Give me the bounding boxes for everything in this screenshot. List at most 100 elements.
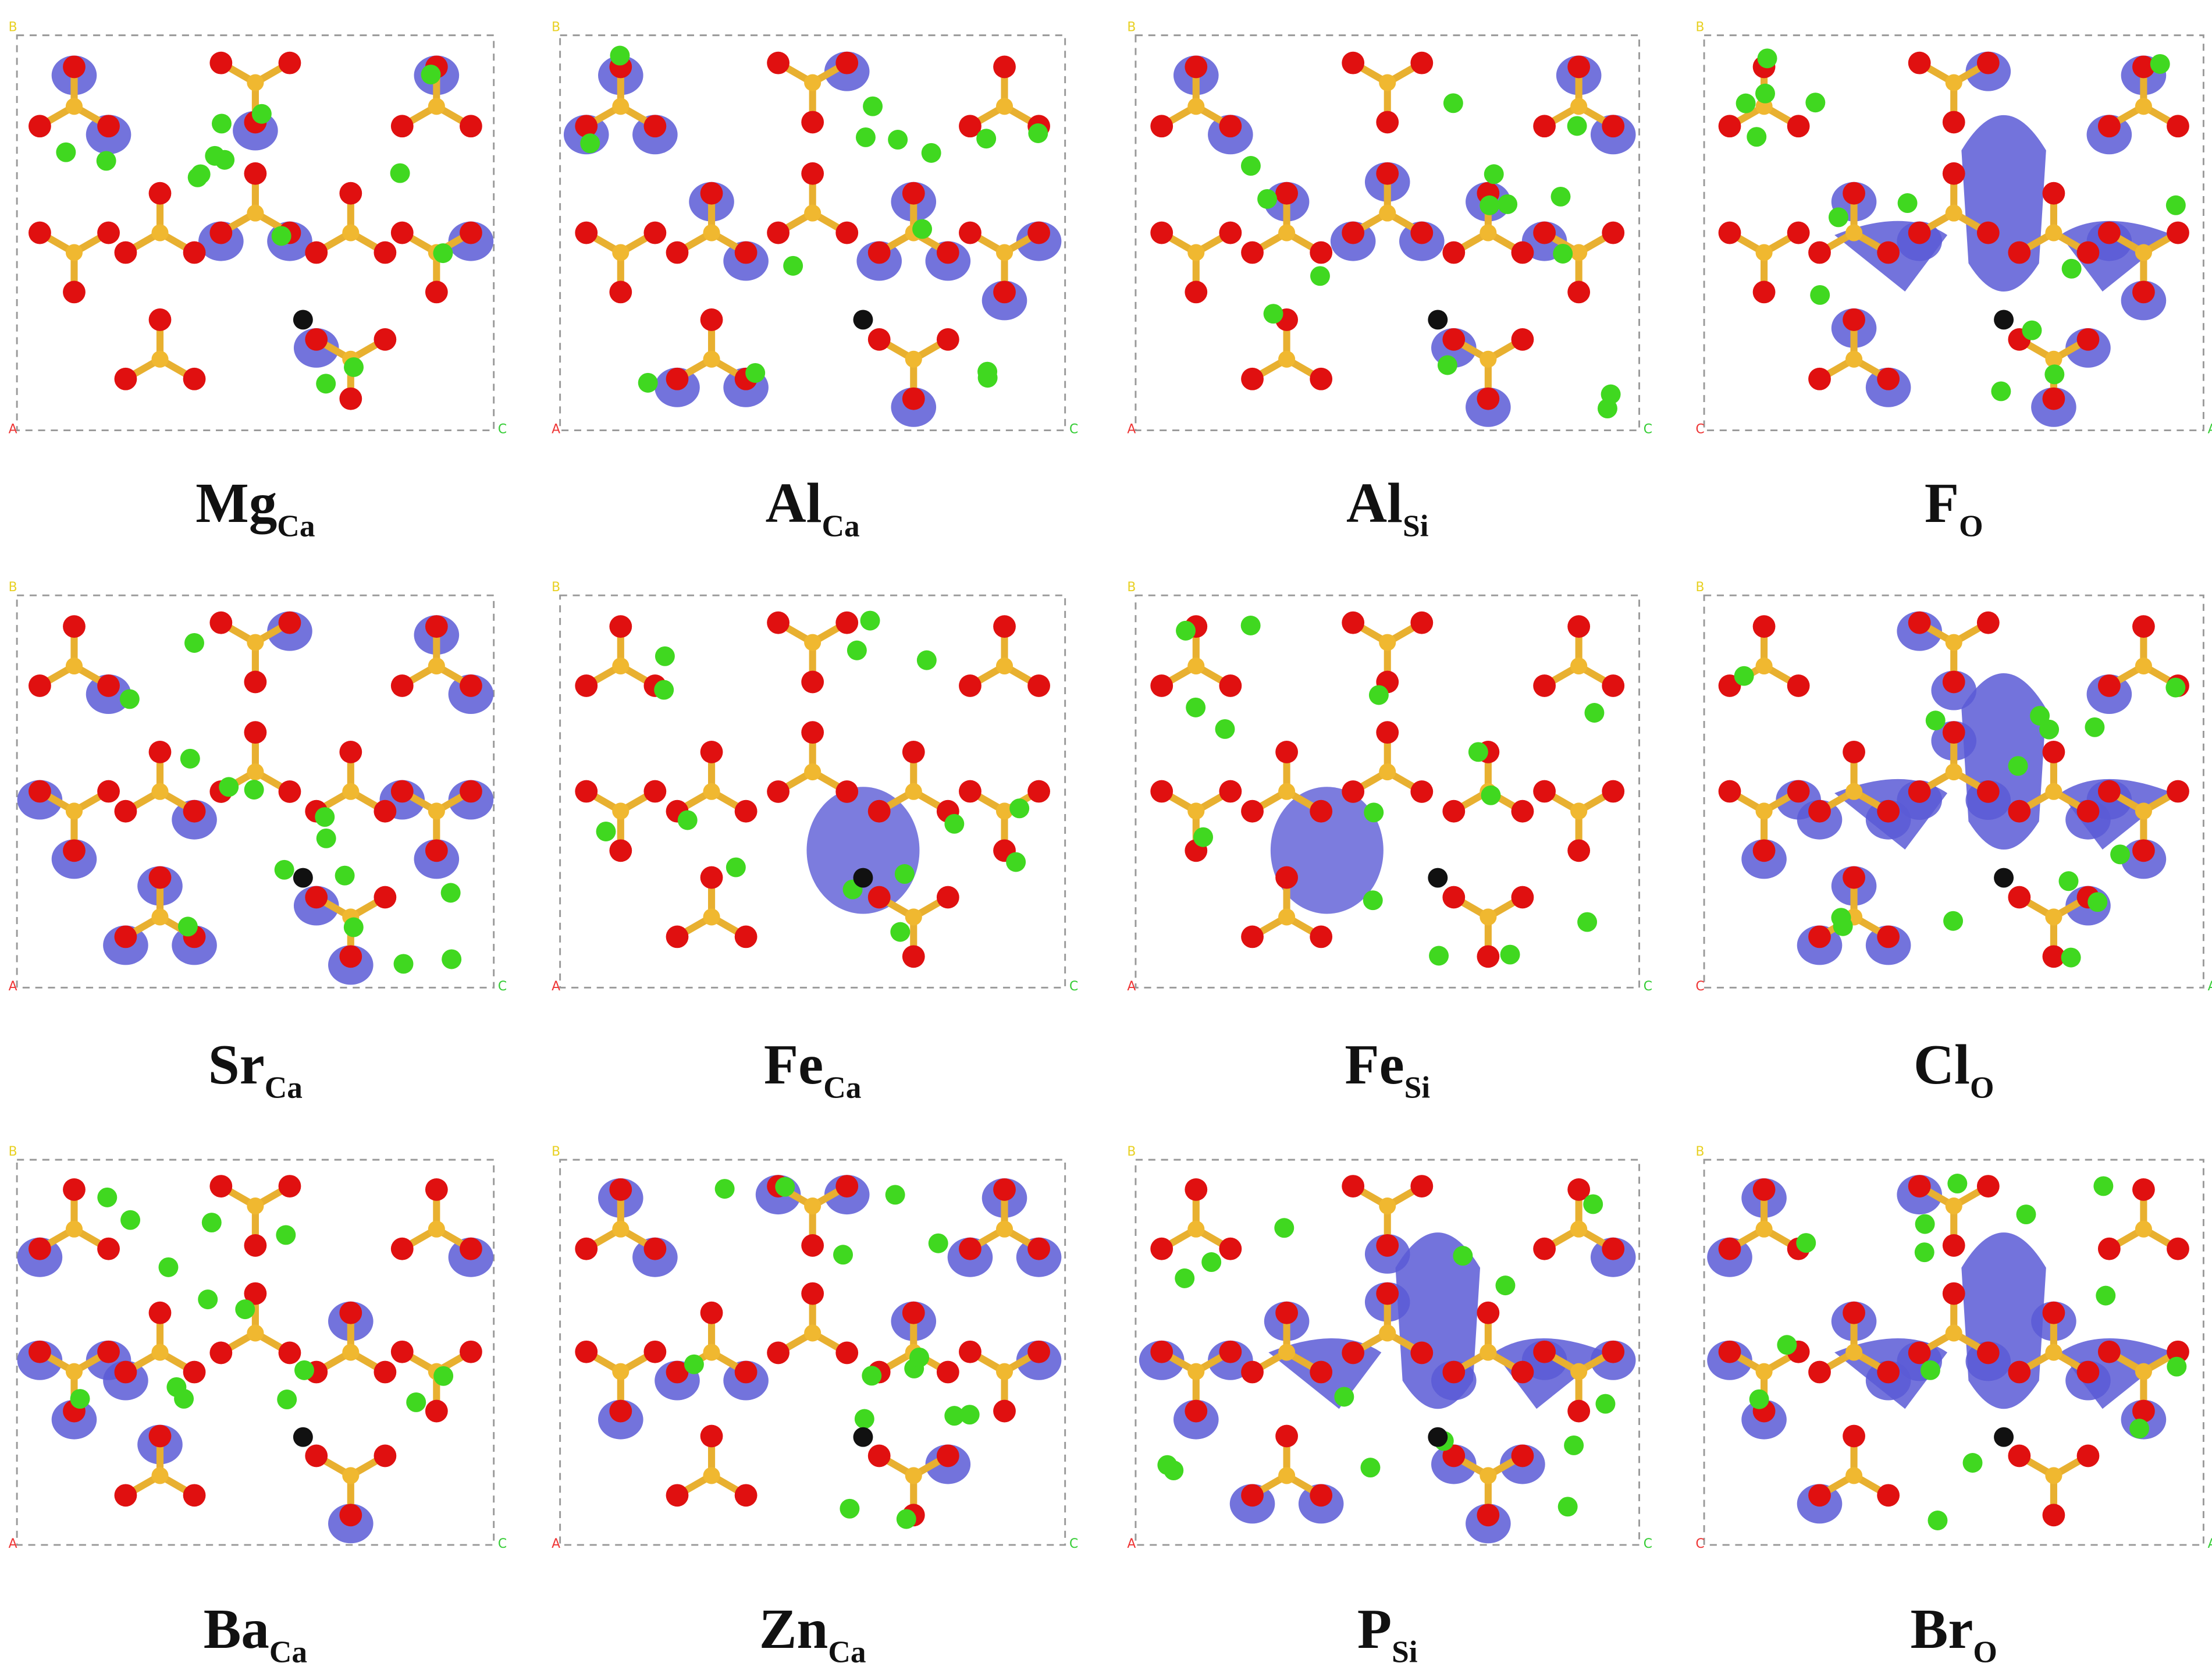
- oxygen-atom: [936, 1360, 959, 1384]
- silicon-atom: [804, 763, 822, 781]
- silicon-atom: [1945, 74, 1962, 91]
- oxygen-atom: [460, 780, 482, 803]
- silicon-atom: [905, 908, 922, 926]
- element-symbol: Al: [766, 472, 822, 534]
- calcium-atom: [1567, 116, 1587, 136]
- calcium-atom: [1481, 785, 1501, 805]
- oxygen-atom: [2076, 328, 2100, 351]
- calcium-atom: [833, 1245, 853, 1265]
- silicon-atom: [342, 1467, 360, 1484]
- cell-box: [1135, 594, 1640, 989]
- panel-label: ZnCa: [759, 1598, 866, 1663]
- oxygen-atom: [936, 886, 959, 909]
- calcium-atom: [855, 127, 876, 147]
- silicon-atom: [995, 1220, 1013, 1238]
- oxygen-atom: [183, 1484, 206, 1507]
- panel-label: SrCa: [208, 1033, 303, 1104]
- calcium-atom: [1805, 93, 1826, 113]
- oxygen-atom: [801, 111, 824, 134]
- oxygen-atom: [1410, 1341, 1434, 1364]
- silicon-atom: [1379, 1197, 1396, 1215]
- oxygen-atom: [97, 1237, 120, 1260]
- isosurface: [1494, 1338, 1608, 1409]
- oxygen-atom: [1442, 799, 1466, 823]
- oxygen-atom: [390, 674, 414, 697]
- oxygen-atom: [1511, 241, 1534, 264]
- oxygen-atom: [959, 1237, 981, 1260]
- oxygen-atom: [1150, 1237, 1173, 1260]
- calcium-atom: [2165, 677, 2186, 698]
- calcium-atom: [959, 1405, 980, 1425]
- isosurface: [1961, 1232, 2046, 1409]
- oxygen-atom: [959, 674, 981, 697]
- calcium-atom: [442, 949, 462, 969]
- oxygen-atom: [1877, 925, 1900, 948]
- silicon-atom: [612, 1220, 630, 1238]
- oxygen-atom: [2097, 674, 2121, 697]
- oxygen-atom: [993, 1178, 1016, 1201]
- calcium-atom: [187, 167, 208, 187]
- oxygen-atom: [575, 674, 598, 697]
- structure-panel: B A C AlCa: [552, 20, 1078, 543]
- oxygen-atom: [339, 945, 362, 968]
- calcium-atom: [775, 1177, 795, 1197]
- oxygen-atom: [2008, 1444, 2031, 1467]
- silicon-atom: [804, 74, 822, 91]
- oxygen-atom: [244, 1282, 267, 1305]
- oxygen-atom: [390, 115, 414, 138]
- calcium-atom: [1755, 83, 1775, 104]
- oxygen-atom: [97, 1340, 120, 1363]
- axis-letter: C: [498, 1537, 507, 1551]
- silicon-atom: [2135, 658, 2152, 675]
- oxygen-atom: [1908, 1175, 1931, 1197]
- silicon-atom: [1480, 1344, 1497, 1361]
- silicon-atom: [1945, 634, 1962, 651]
- oxygen-atom: [1241, 1360, 1264, 1384]
- oxygen-atom: [390, 221, 414, 244]
- oxygen-atom: [1942, 1234, 1965, 1257]
- oxygen-atom: [867, 886, 891, 909]
- oxygen-atom: [801, 721, 824, 744]
- oxygen-atom: [700, 182, 723, 205]
- silicon-atom: [703, 908, 720, 926]
- oxygen-atom: [643, 1340, 667, 1363]
- silicon-atom: [1755, 1220, 1773, 1238]
- calcium-atom: [2165, 195, 2186, 215]
- oxygen-atom: [2042, 1301, 2065, 1324]
- oxygen-atom: [278, 780, 301, 803]
- oxygen-atom: [1718, 780, 1741, 803]
- oxygen-atom: [2132, 1178, 2155, 1201]
- defect-atom: [1994, 1427, 2014, 1447]
- oxygen-atom: [867, 328, 891, 351]
- axis-letter: B: [552, 20, 560, 34]
- oxygen-atom: [936, 1444, 959, 1467]
- oxygen-atom: [575, 780, 598, 803]
- silicon-atom: [1187, 1363, 1205, 1380]
- calcium-atom: [97, 1187, 118, 1207]
- oxygen-atom: [29, 115, 51, 138]
- oxygen-atom: [1752, 1178, 1776, 1201]
- calcium-atom: [433, 243, 453, 264]
- silicon-atom: [1187, 244, 1205, 261]
- oxygen-atom: [1908, 611, 1931, 634]
- oxygen-atom: [767, 221, 790, 244]
- calcium-atom: [1364, 802, 1384, 823]
- calcium-atom: [912, 219, 933, 239]
- oxygen-atom: [609, 615, 632, 638]
- calcium-atom: [1947, 1174, 1968, 1193]
- calcium-atom: [783, 255, 803, 276]
- oxygen-atom: [1808, 1360, 1831, 1384]
- calcium-atom: [976, 129, 997, 149]
- oxygen-atom: [1942, 111, 1965, 134]
- calcium-atom: [70, 1389, 90, 1409]
- oxygen-atom: [1752, 839, 1776, 862]
- calcium-atom: [863, 96, 883, 116]
- silicon-atom: [1187, 1220, 1205, 1238]
- oxygen-atom: [2167, 115, 2189, 138]
- oxygen-atom: [305, 1444, 328, 1467]
- calcium-atom: [2085, 717, 2105, 737]
- silicon-atom: [247, 74, 264, 91]
- oxygen-atom: [1219, 115, 1242, 138]
- oxygen-atom: [278, 611, 301, 634]
- oxygen-atom: [1567, 1178, 1591, 1201]
